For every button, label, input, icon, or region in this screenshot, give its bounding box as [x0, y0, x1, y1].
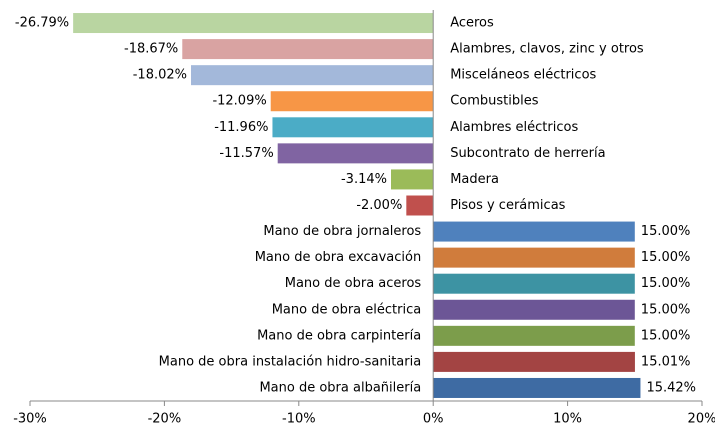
category-label: Mano de obra excavación — [255, 250, 422, 265]
x-tick-label: -20% — [148, 412, 182, 427]
x-tick-label: -10% — [282, 412, 316, 427]
category-label: Combustibles — [450, 94, 539, 109]
value-label: -26.79% — [15, 16, 69, 31]
value-label: 15.00% — [641, 250, 691, 265]
value-label: -11.57% — [219, 146, 273, 161]
value-label: 15.00% — [641, 224, 691, 239]
bar — [406, 195, 434, 216]
category-label: Subcontrato de herrería — [450, 146, 605, 161]
value-label: -18.67% — [124, 42, 178, 57]
bar — [433, 299, 635, 320]
bar — [433, 221, 635, 242]
value-label: -12.09% — [212, 94, 266, 109]
value-label: 15.00% — [641, 302, 691, 317]
x-tick-label: 0% — [423, 412, 444, 427]
category-label: Mano de obra aceros — [285, 276, 422, 291]
value-label: 15.42% — [646, 380, 696, 395]
x-tick-label: 10% — [553, 412, 582, 427]
x-tick-label: 20% — [688, 412, 715, 427]
bar — [191, 65, 434, 86]
bar — [433, 325, 635, 346]
value-label: -3.14% — [341, 172, 387, 187]
value-label: 15.00% — [641, 276, 691, 291]
category-label: Mano de obra eléctrica — [272, 302, 421, 317]
bar — [433, 273, 635, 294]
bar — [433, 351, 635, 372]
category-label: Alambres, clavos, zinc y otros — [450, 42, 644, 57]
bar — [270, 91, 434, 112]
value-label: 15.01% — [641, 354, 691, 369]
category-label: Mano de obra carpintería — [257, 328, 421, 343]
bar — [73, 13, 434, 34]
bar — [277, 143, 434, 164]
category-label: Mano de obra instalación hidro-sanitaria — [159, 354, 422, 369]
bar — [390, 169, 434, 190]
value-label: -11.96% — [214, 120, 268, 135]
value-label: -2.00% — [356, 198, 402, 213]
value-label: 15.00% — [641, 328, 691, 343]
bar — [433, 247, 635, 268]
category-label: Madera — [450, 172, 499, 187]
category-label: Mano de obra jornaleros — [263, 224, 421, 239]
x-tick-label: -30% — [13, 412, 47, 427]
category-label: Aceros — [450, 16, 494, 31]
category-label: Mano de obra albañilería — [259, 380, 421, 395]
bar — [182, 39, 434, 60]
category-label: Pisos y cerámicas — [450, 198, 565, 213]
bar — [272, 117, 434, 138]
category-label: Misceláneos eléctricos — [450, 68, 596, 83]
value-label: -18.02% — [133, 68, 187, 83]
category-label: Alambres eléctricos — [450, 120, 578, 135]
bar — [433, 377, 641, 398]
